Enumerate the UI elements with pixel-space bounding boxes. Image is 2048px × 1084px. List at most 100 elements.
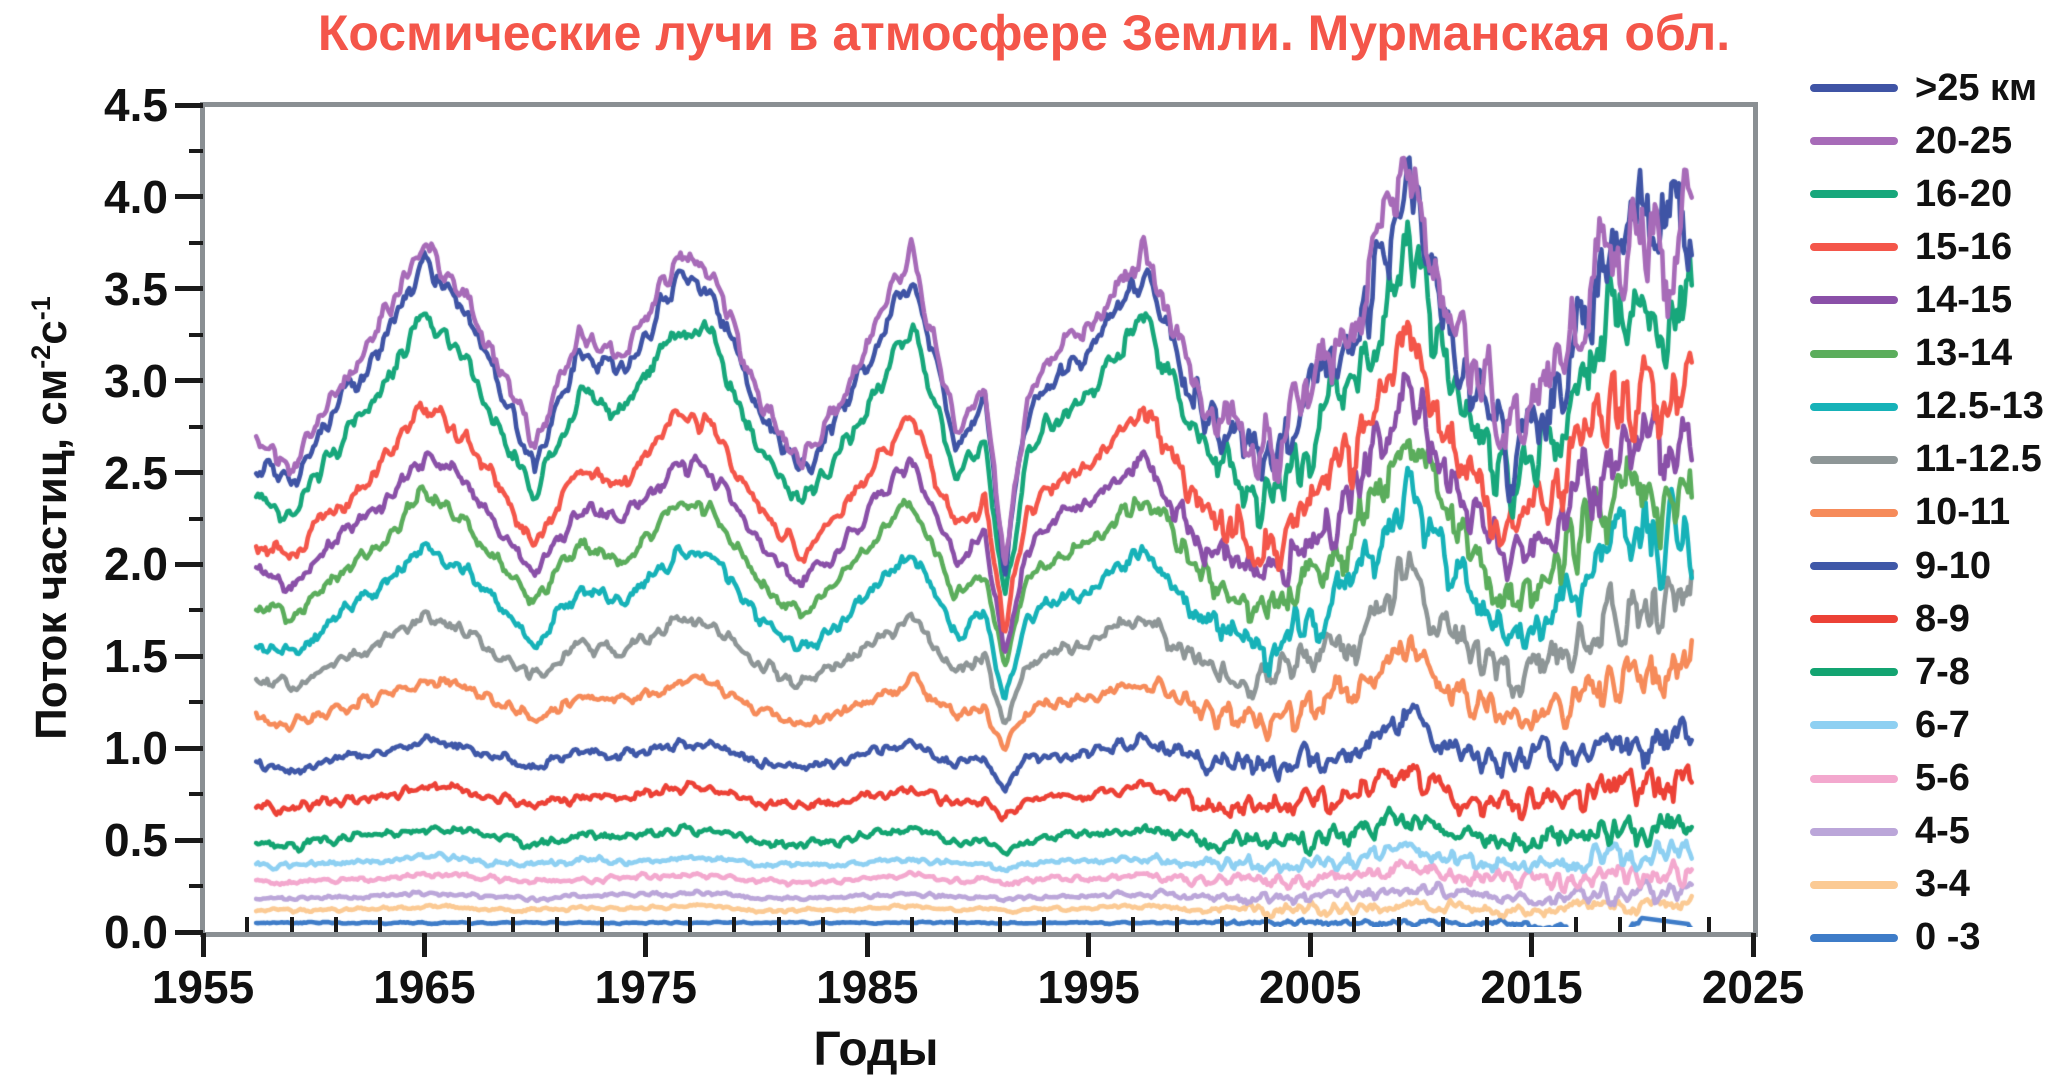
y-tick-label: 1.5	[104, 630, 168, 683]
y-major-tick	[175, 470, 203, 476]
x-tick-label: 1985	[816, 961, 919, 1013]
legend-swatch	[1810, 402, 1898, 411]
legend-item: 8-9	[1810, 593, 1970, 646]
legend-swatch	[1810, 349, 1898, 358]
y-minor-tick	[189, 608, 203, 613]
legend-swatch	[1810, 137, 1898, 146]
x-major-tick	[1750, 933, 1756, 957]
x-major-tick	[200, 933, 206, 957]
legend-label: 13-14	[1915, 332, 2013, 375]
legend-label: 11-12.5	[1915, 438, 2042, 481]
legend-swatch	[1810, 296, 1898, 305]
legend-item: 9-10	[1810, 540, 1991, 593]
chart-title: Космические лучи в атмосфере Земли. Мурм…	[317, 5, 1731, 61]
y-major-tick	[175, 102, 203, 108]
x-tick-label: 2015	[1480, 961, 1583, 1013]
legend-swatch	[1810, 84, 1898, 92]
legend-label: 9-10	[1915, 544, 1992, 587]
legend-label: 7-8	[1915, 650, 1970, 693]
x-minor-tick	[776, 917, 781, 932]
legend-item: >25 км	[1810, 62, 2037, 115]
x-minor-tick	[1706, 917, 1711, 932]
y-major-tick	[175, 837, 203, 843]
legend-item: 10-11	[1810, 486, 2010, 539]
x-tick-label: 1975	[594, 961, 698, 1013]
legend-swatch	[1810, 880, 1898, 889]
y-minor-tick	[189, 332, 203, 337]
x-minor-tick	[1042, 917, 1047, 932]
y-tick-label: 3.5	[104, 262, 168, 315]
legend-label: 0 -3	[1915, 916, 1981, 959]
legend-swatch	[1810, 827, 1898, 836]
legend-item: 4-5	[1810, 805, 1970, 858]
legend-item: 6-7	[1810, 699, 1970, 752]
legend-item: 3-4	[1810, 858, 1970, 911]
legend-label: 6-7	[1915, 703, 1970, 746]
x-minor-tick	[511, 917, 515, 932]
y-major-tick	[175, 286, 203, 292]
x-minor-tick	[1219, 917, 1224, 932]
y-tick-label: 0.5	[104, 814, 168, 867]
x-minor-tick	[821, 917, 825, 932]
y-minor-tick	[189, 884, 203, 889]
y-minor-tick	[189, 700, 203, 705]
x-minor-tick	[1441, 917, 1445, 932]
y-tick-label: 4.0	[104, 170, 168, 223]
x-minor-tick	[953, 917, 958, 932]
y-major-tick	[175, 194, 203, 200]
legend-item: 5-6	[1810, 752, 1970, 805]
legend-swatch	[1810, 190, 1898, 199]
legend-label: 20-25	[1915, 119, 2013, 162]
x-major-tick	[421, 933, 427, 957]
x-major-tick	[1086, 933, 1092, 957]
x-major-tick	[1529, 933, 1535, 957]
y-tick-label: 4.5	[104, 79, 168, 131]
y-tick-label: 2.5	[104, 446, 168, 499]
legend-swatch	[1810, 455, 1898, 464]
x-minor-tick	[1352, 917, 1357, 932]
legend-label: 10-11	[1915, 491, 2011, 534]
y-minor-tick	[189, 148, 203, 153]
x-major-tick	[1307, 933, 1313, 957]
x-minor-tick	[1662, 917, 1667, 932]
y-minor-tick	[189, 424, 203, 429]
x-tick-label: 1965	[373, 961, 476, 1013]
legend-item: 0 -3	[1810, 911, 1980, 964]
x-minor-tick	[1618, 917, 1623, 932]
legend-swatch	[1810, 508, 1898, 517]
x-tick-label: 2005	[1258, 961, 1362, 1013]
y-major-tick	[175, 745, 203, 751]
legend-label: 3-4	[1915, 863, 1970, 906]
legend-item: 12.5-13	[1810, 380, 2044, 433]
x-minor-tick	[1573, 917, 1578, 932]
legend-item: 20-25	[1810, 115, 2012, 168]
legend-label: 8-9	[1915, 597, 1970, 640]
legend-label: 4-5	[1915, 810, 1970, 853]
y-tick-label: 2.0	[104, 538, 168, 591]
y-minor-tick	[189, 792, 203, 797]
x-minor-tick	[378, 917, 383, 932]
legend-item: 7-8	[1810, 646, 1970, 699]
y-major-tick	[175, 653, 203, 659]
x-axis-title: Годы	[813, 1023, 939, 1076]
legend-item: 11-12.5	[1810, 433, 2042, 486]
legend-item: 13-14	[1810, 327, 2012, 380]
x-minor-tick	[1396, 917, 1401, 932]
chart-plot-area	[205, 107, 1748, 927]
x-minor-tick	[1175, 917, 1180, 932]
x-minor-tick	[289, 917, 294, 932]
x-major-tick	[864, 933, 870, 957]
legend-label: >25 км	[1915, 66, 2038, 109]
legend-swatch	[1810, 933, 1898, 942]
x-tick-label: 2025	[1701, 961, 1805, 1013]
legend-swatch	[1810, 774, 1898, 783]
y-major-tick	[175, 378, 203, 384]
y-tick-label: 1.0	[104, 722, 168, 775]
x-minor-tick	[599, 917, 604, 932]
x-minor-tick	[1485, 917, 1490, 932]
legend-label: 15-16	[1915, 225, 2013, 268]
legend-item: 15-16	[1810, 221, 2012, 274]
x-minor-tick	[555, 917, 560, 932]
x-minor-tick	[1263, 917, 1268, 932]
